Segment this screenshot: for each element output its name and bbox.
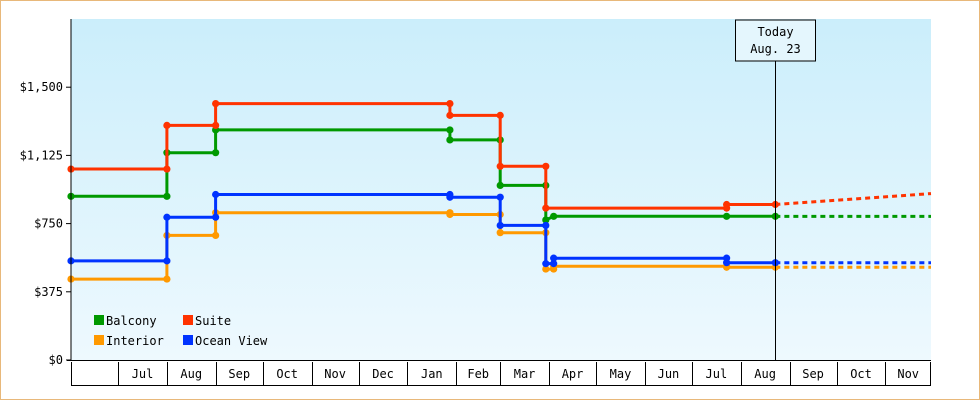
data-point xyxy=(723,212,731,220)
data-point xyxy=(212,99,220,108)
series-line xyxy=(71,193,776,266)
legend-label: Suite xyxy=(195,314,231,328)
legend: Balcony Suite Interior Ocean View xyxy=(94,314,268,348)
series-layer xyxy=(67,99,932,283)
legend-label: Interior xyxy=(106,334,164,348)
legend-item-ocean-view: Ocean View xyxy=(183,334,268,348)
data-point xyxy=(163,192,171,200)
data-point xyxy=(212,231,220,240)
legend-swatch xyxy=(183,315,193,325)
today-label-line2: Aug. 23 xyxy=(750,42,801,56)
x-tick-label: Apr xyxy=(562,367,584,381)
today-label-line1: Today xyxy=(757,25,793,39)
data-point xyxy=(163,165,171,173)
x-tick-label: Sep xyxy=(228,367,250,381)
plot-background xyxy=(71,19,931,360)
y-tick-label: $0 xyxy=(49,353,63,367)
x-tick-label: Mar xyxy=(514,367,536,381)
data-point xyxy=(446,136,454,144)
x-tick-label: Jul xyxy=(132,367,154,381)
legend-label: Ocean View xyxy=(195,334,268,348)
data-point xyxy=(496,193,504,201)
x-tick-label: Nov xyxy=(897,367,919,381)
x-tick-label: Dec xyxy=(372,367,394,381)
data-point xyxy=(163,121,171,129)
data-point xyxy=(496,229,504,237)
data-point xyxy=(496,162,504,170)
legend-item-balcony: Balcony xyxy=(94,314,157,328)
data-point xyxy=(446,126,454,134)
series-ocean-view xyxy=(67,190,931,268)
x-tick-label: Aug xyxy=(180,367,202,381)
x-tick-label: Oct xyxy=(850,367,872,381)
x-tick-label: Feb xyxy=(467,367,489,381)
data-point xyxy=(542,162,550,170)
data-point xyxy=(550,254,558,262)
data-point xyxy=(446,99,454,108)
data-point xyxy=(542,216,550,224)
data-point xyxy=(446,111,454,119)
data-point xyxy=(723,200,731,209)
series-suite xyxy=(67,99,932,212)
data-point xyxy=(496,221,504,230)
data-point xyxy=(542,260,550,268)
today-label-box xyxy=(735,19,816,62)
x-tick-label: Jan xyxy=(421,367,443,381)
legend-item-suite: Suite xyxy=(183,314,231,328)
data-point xyxy=(212,121,220,129)
data-point xyxy=(212,149,220,157)
data-point xyxy=(212,190,220,199)
data-point xyxy=(446,193,454,201)
data-point xyxy=(542,204,550,212)
x-tick-label: Sep xyxy=(802,367,824,381)
data-point xyxy=(163,275,171,283)
x-tick-label: Oct xyxy=(276,367,298,381)
legend-swatch xyxy=(183,335,193,345)
axis-layer: $0 $375 $750 $1,125 $1,500 Jul Aug Sep Oct Nov Dec… xyxy=(20,19,931,386)
y-tick-label: $375 xyxy=(34,285,63,299)
series-balcony xyxy=(67,126,931,224)
x-tick-label: May xyxy=(610,367,632,381)
legend-swatch xyxy=(94,315,104,325)
data-point xyxy=(446,210,454,219)
series-projection xyxy=(775,192,932,207)
today-marker: Today Aug. 23 xyxy=(735,19,816,360)
data-point xyxy=(550,260,558,268)
legend-label: Balcony xyxy=(106,314,157,328)
y-tick-label: $1,500 xyxy=(20,80,63,94)
data-point xyxy=(550,212,558,220)
x-tick-label: Jun xyxy=(658,367,680,381)
y-tick-label: $1,125 xyxy=(20,148,63,162)
data-point xyxy=(212,213,220,221)
data-point xyxy=(496,181,504,190)
x-tick-label: Aug xyxy=(754,367,776,381)
data-point xyxy=(163,213,171,221)
legend-item-interior: Interior xyxy=(94,334,164,348)
data-point xyxy=(496,111,504,119)
x-tick-label: Jul xyxy=(706,367,728,381)
legend-swatch xyxy=(94,335,104,345)
series-line xyxy=(71,102,776,210)
y-tick-label: $750 xyxy=(34,217,63,231)
data-point xyxy=(723,259,731,267)
x-tick-label: Nov xyxy=(324,367,346,381)
data-point xyxy=(542,265,550,273)
data-point xyxy=(163,257,171,265)
data-point xyxy=(542,221,550,230)
